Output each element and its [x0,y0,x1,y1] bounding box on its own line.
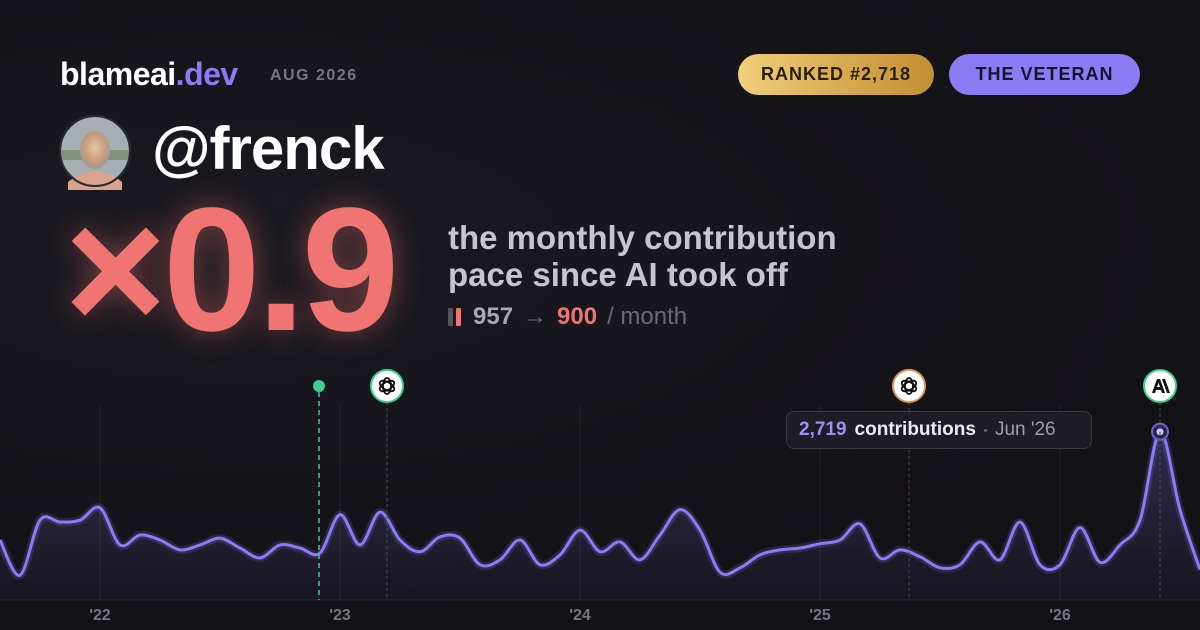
event-markers [313,369,1177,600]
caption: the monthly contribution [448,219,837,256]
caption: pace since AI took off [448,256,788,293]
pace-arrow: → [523,303,548,330]
pace-icon [448,308,461,326]
openai-icon [892,369,926,403]
tooltip-label: contributions [854,419,976,440]
line [0,430,1200,577]
multiplier: ×0.9 [64,172,399,368]
tooltip-date: Jun '26 [994,419,1056,440]
tooltip: 2,719 contributions Jun '26 [786,411,1092,449]
rank-badge: RANKED #2,718 [738,54,934,95]
openai-icon [370,369,404,403]
pace: 957 → 900 / month [448,303,687,331]
tooltip-value: 2,719 [799,419,847,440]
x-tick-label: '24 [569,607,591,624]
anthropic-icon [1143,369,1177,403]
avatar [59,115,131,190]
pace-unit: / month [607,303,688,330]
pace-before: 957 [473,303,514,330]
area [0,431,1200,600]
period: AUG 2026 [270,67,358,84]
title-badge: THE VETERAN [949,54,1140,95]
separator [983,428,987,432]
highlight-dot [1156,428,1164,436]
x-tick-label: '22 [89,607,111,624]
brand-name: blameai [60,56,176,92]
pace-after: 900 [557,303,598,330]
series [0,422,1200,600]
x-tick-label: '23 [329,607,351,624]
x-tick-label: '25 [809,607,831,624]
brand: blameai.dev [60,56,238,93]
handle: @frenck [152,115,385,182]
x-tick-label: '26 [1049,607,1071,624]
event-dot [313,380,325,392]
brand-tld: .dev [175,56,239,92]
